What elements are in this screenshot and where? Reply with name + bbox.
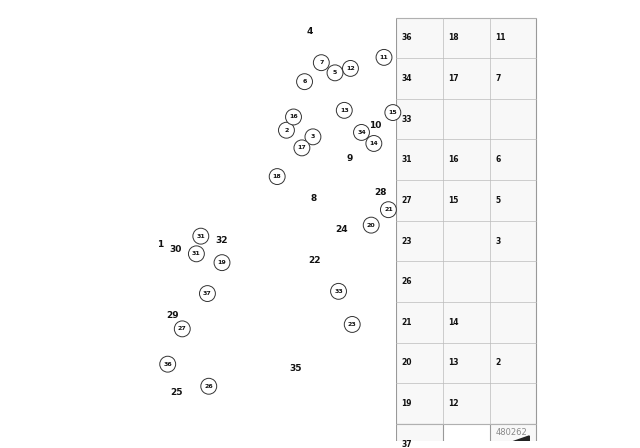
Text: 5: 5 [495, 196, 500, 205]
Circle shape [337, 103, 352, 118]
Text: 13: 13 [449, 358, 459, 367]
Text: 34: 34 [401, 74, 412, 83]
Text: 15: 15 [449, 196, 459, 205]
Circle shape [314, 55, 329, 71]
Text: 10: 10 [369, 121, 381, 130]
Circle shape [380, 202, 396, 218]
Circle shape [160, 356, 175, 372]
Polygon shape [494, 436, 529, 448]
Text: 33: 33 [334, 289, 343, 294]
Text: 16: 16 [449, 155, 459, 164]
Text: 23: 23 [401, 237, 412, 246]
Text: 31: 31 [192, 251, 201, 256]
Text: 26: 26 [204, 384, 213, 389]
Text: 20: 20 [367, 223, 376, 228]
Text: 15: 15 [388, 110, 397, 115]
Text: 31: 31 [401, 155, 412, 164]
Text: 12: 12 [449, 399, 459, 408]
FancyBboxPatch shape [396, 424, 443, 448]
Circle shape [331, 284, 346, 299]
Text: 7: 7 [495, 74, 500, 83]
Circle shape [174, 321, 190, 337]
Text: 6: 6 [495, 155, 500, 164]
Circle shape [385, 105, 401, 121]
Text: 27: 27 [401, 196, 412, 205]
Circle shape [188, 246, 204, 262]
Circle shape [364, 217, 379, 233]
Circle shape [353, 125, 369, 140]
Text: 36: 36 [401, 34, 412, 43]
Text: 21: 21 [401, 318, 412, 327]
Circle shape [200, 286, 216, 302]
Text: 8: 8 [310, 194, 317, 203]
Text: 4: 4 [306, 27, 312, 36]
Text: 14: 14 [369, 141, 378, 146]
FancyBboxPatch shape [490, 424, 536, 448]
Text: 9: 9 [346, 155, 353, 164]
Text: 22: 22 [308, 256, 321, 265]
Circle shape [285, 109, 301, 125]
Text: 24: 24 [335, 225, 348, 234]
Text: 35: 35 [289, 364, 302, 373]
Circle shape [296, 74, 312, 90]
Text: 7: 7 [319, 60, 323, 65]
Text: 19: 19 [401, 399, 412, 408]
Text: 18: 18 [449, 34, 459, 43]
Circle shape [294, 140, 310, 156]
Circle shape [305, 129, 321, 145]
Text: 28: 28 [374, 188, 387, 197]
Text: 37: 37 [401, 439, 412, 448]
Text: 25: 25 [170, 388, 183, 397]
Text: 1: 1 [157, 241, 163, 250]
Text: 34: 34 [357, 130, 366, 135]
Circle shape [201, 378, 217, 394]
FancyBboxPatch shape [99, 0, 396, 441]
Text: 5: 5 [333, 70, 337, 75]
Circle shape [376, 49, 392, 65]
Circle shape [342, 60, 358, 76]
FancyBboxPatch shape [396, 17, 536, 424]
Text: 32: 32 [216, 236, 228, 245]
Circle shape [214, 255, 230, 271]
Text: 11: 11 [495, 34, 506, 43]
Circle shape [278, 122, 294, 138]
Text: 17: 17 [298, 146, 307, 151]
Circle shape [327, 65, 343, 81]
Text: 12: 12 [346, 66, 355, 71]
Text: 2: 2 [284, 128, 289, 133]
Text: 19: 19 [218, 260, 227, 265]
Text: 21: 21 [384, 207, 393, 212]
Text: 26: 26 [401, 277, 412, 286]
Text: 3: 3 [495, 237, 500, 246]
Text: 11: 11 [380, 55, 388, 60]
Text: 30: 30 [169, 245, 181, 254]
Circle shape [193, 228, 209, 244]
Text: 480262: 480262 [496, 428, 527, 437]
Text: 3: 3 [311, 134, 315, 139]
Text: 17: 17 [449, 74, 459, 83]
Text: 33: 33 [401, 115, 412, 124]
Text: 31: 31 [196, 234, 205, 239]
Text: 29: 29 [166, 311, 179, 320]
Polygon shape [494, 436, 529, 448]
Text: 6: 6 [302, 79, 307, 84]
Text: 13: 13 [340, 108, 349, 113]
Text: 14: 14 [449, 318, 459, 327]
Text: 23: 23 [348, 322, 356, 327]
Circle shape [366, 135, 382, 151]
Text: 2: 2 [495, 358, 500, 367]
Text: 37: 37 [203, 291, 212, 296]
Text: 20: 20 [401, 358, 412, 367]
Circle shape [269, 168, 285, 185]
Text: 27: 27 [178, 326, 187, 332]
Text: 18: 18 [273, 174, 282, 179]
Text: 16: 16 [289, 115, 298, 120]
Text: 36: 36 [163, 362, 172, 366]
Circle shape [344, 316, 360, 332]
